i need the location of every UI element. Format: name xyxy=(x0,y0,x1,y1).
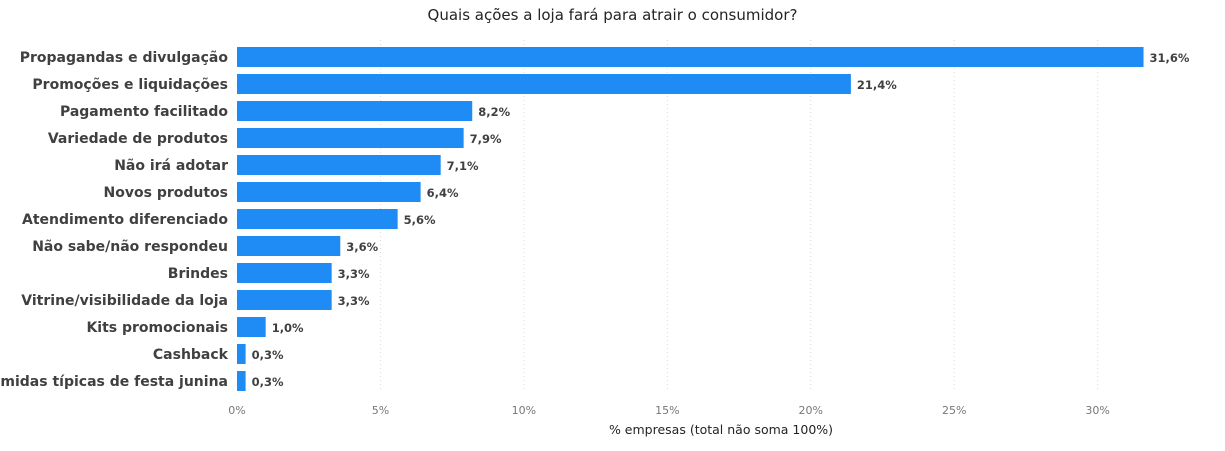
bar xyxy=(237,263,332,283)
category-label: Propagandas e divulgação xyxy=(20,50,229,66)
data-label: 7,9% xyxy=(470,132,502,146)
bar xyxy=(237,344,246,364)
bar xyxy=(237,290,332,310)
data-label: 21,4% xyxy=(857,78,897,92)
bar xyxy=(237,317,266,337)
bar xyxy=(237,47,1144,67)
bar xyxy=(237,371,246,391)
data-label: 31,6% xyxy=(1150,51,1190,65)
chart-title: Quais ações a loja fará para atrair o co… xyxy=(427,6,798,24)
category-label: Não irá adotar xyxy=(114,158,228,174)
x-axis-title: % empresas (total não soma 100%) xyxy=(609,422,833,437)
x-tick-label: 5% xyxy=(372,404,389,417)
bar xyxy=(237,128,464,148)
category-label: Variedade de produtos xyxy=(48,131,228,147)
bar xyxy=(237,74,851,94)
data-label: 1,0% xyxy=(272,321,304,335)
data-label: 5,6% xyxy=(404,213,436,227)
data-label: 3,3% xyxy=(338,294,370,308)
data-label: 3,3% xyxy=(338,267,370,281)
category-label: Não sabe/não respondeu xyxy=(32,239,228,255)
data-label: 0,3% xyxy=(252,348,284,362)
data-label: 0,3% xyxy=(252,375,284,389)
data-label: 6,4% xyxy=(427,186,459,200)
category-label: Vitrine/visibilidade da loja xyxy=(21,293,228,309)
bar xyxy=(237,182,421,202)
data-label: 8,2% xyxy=(478,105,510,119)
x-tick-label: 0% xyxy=(228,404,245,417)
category-label: Comidas típicas de festa junina xyxy=(0,374,228,390)
x-tick-label: 15% xyxy=(655,404,679,417)
x-tick-label: 20% xyxy=(799,404,823,417)
bar xyxy=(237,101,473,121)
bar xyxy=(237,209,398,229)
x-tick-label: 25% xyxy=(942,404,966,417)
x-tick-label: 10% xyxy=(512,404,536,417)
data-label: 7,1% xyxy=(447,159,479,173)
category-label: Novos produtos xyxy=(104,185,228,201)
bar xyxy=(237,155,441,175)
category-label: Brindes xyxy=(168,266,228,282)
category-label: Kits promocionais xyxy=(86,320,228,336)
category-label: Promoções e liquidações xyxy=(32,77,228,93)
bar xyxy=(237,236,341,256)
category-label: Atendimento diferenciado xyxy=(22,212,228,228)
data-label: 3,6% xyxy=(346,240,378,254)
category-label: Cashback xyxy=(153,347,229,363)
x-tick-label: 30% xyxy=(1085,404,1109,417)
category-label: Pagamento facilitado xyxy=(60,104,228,120)
